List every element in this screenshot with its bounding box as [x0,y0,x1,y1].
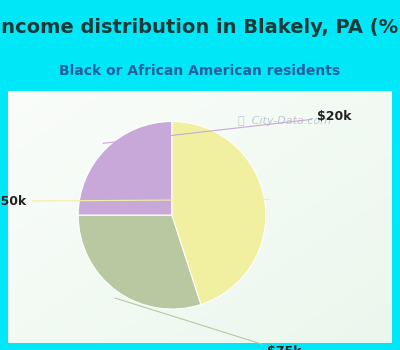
Text: $20k: $20k [103,110,352,143]
Text: Black or African American residents: Black or African American residents [60,64,340,78]
Wedge shape [78,215,201,309]
Wedge shape [172,121,266,304]
Text: ⓘ  City-Data.com: ⓘ City-Data.com [238,116,331,126]
Text: $75k: $75k [115,298,302,350]
Wedge shape [78,121,172,215]
Text: Income distribution in Blakely, PA (%): Income distribution in Blakely, PA (%) [0,18,400,37]
Text: $150k: $150k [0,195,269,208]
